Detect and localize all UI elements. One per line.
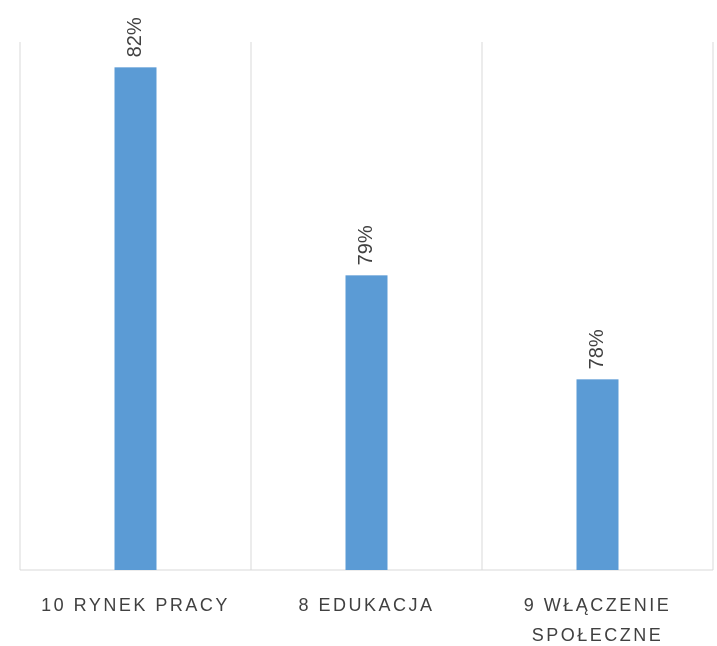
data-label: 82%: [124, 17, 146, 57]
data-label: 78%: [586, 329, 608, 369]
x-tick-label: 10 RYNEK PRACY: [41, 595, 230, 615]
x-tick-label: 8 EDUKACJA: [298, 595, 435, 615]
x-tick-label: 9 WŁĄCZENIE SPOŁECZNE: [523, 595, 672, 645]
bar: [576, 379, 619, 570]
data-label: 79%: [355, 225, 377, 265]
bar: [114, 67, 157, 570]
bar: [345, 275, 388, 570]
